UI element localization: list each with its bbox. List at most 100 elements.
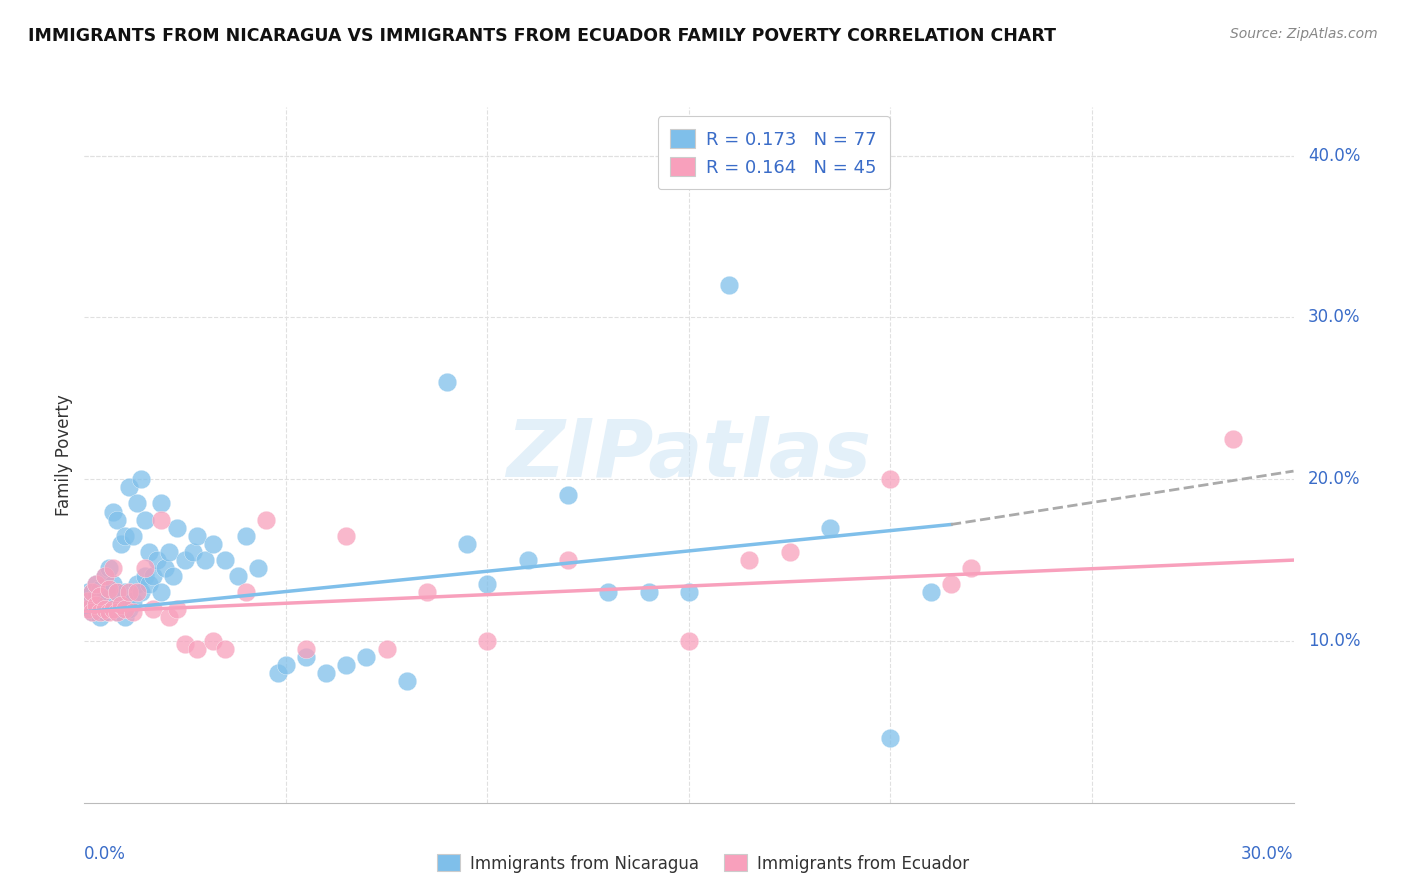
Point xyxy=(93,601,115,615)
Point xyxy=(678,634,700,648)
Point xyxy=(110,601,132,615)
Point xyxy=(77,593,100,607)
Point xyxy=(101,504,124,518)
Point xyxy=(138,545,160,559)
Point xyxy=(86,577,108,591)
Point xyxy=(121,593,143,607)
Point xyxy=(110,599,132,613)
Y-axis label: Family Poverty: Family Poverty xyxy=(55,394,73,516)
Point xyxy=(93,585,115,599)
Point xyxy=(101,577,124,591)
Point xyxy=(456,537,478,551)
Point xyxy=(637,585,659,599)
Legend: Immigrants from Nicaragua, Immigrants from Ecuador: Immigrants from Nicaragua, Immigrants fr… xyxy=(430,847,976,880)
Point xyxy=(738,553,761,567)
Point xyxy=(89,582,111,597)
Text: IMMIGRANTS FROM NICARAGUA VS IMMIGRANTS FROM ECUADOR FAMILY POVERTY CORRELATION : IMMIGRANTS FROM NICARAGUA VS IMMIGRANTS … xyxy=(28,27,1056,45)
Point xyxy=(186,642,208,657)
Point xyxy=(89,589,111,603)
Point xyxy=(105,513,128,527)
Point xyxy=(174,553,197,567)
Point xyxy=(77,593,100,607)
Point xyxy=(82,585,104,599)
Point xyxy=(134,569,156,583)
Point xyxy=(235,585,257,599)
Point xyxy=(1222,432,1244,446)
Point xyxy=(82,605,104,619)
Point xyxy=(77,601,100,615)
Point xyxy=(125,496,148,510)
Point xyxy=(516,553,538,567)
Point xyxy=(77,601,100,615)
Point xyxy=(114,609,136,624)
Point xyxy=(678,585,700,599)
Point xyxy=(86,599,108,613)
Point xyxy=(82,585,104,599)
Point xyxy=(335,529,357,543)
Point xyxy=(86,601,108,615)
Point xyxy=(186,529,208,543)
Point xyxy=(97,582,120,597)
Point xyxy=(118,480,141,494)
Point xyxy=(274,658,297,673)
Point xyxy=(226,569,249,583)
Point xyxy=(105,605,128,619)
Point xyxy=(375,642,398,657)
Point xyxy=(125,577,148,591)
Point xyxy=(86,589,108,603)
Point xyxy=(267,666,290,681)
Point xyxy=(125,585,148,599)
Point xyxy=(149,496,172,510)
Point xyxy=(121,605,143,619)
Point xyxy=(166,521,188,535)
Point xyxy=(295,650,318,665)
Point xyxy=(101,561,124,575)
Point xyxy=(436,375,458,389)
Point xyxy=(149,513,172,527)
Point xyxy=(202,537,225,551)
Point xyxy=(138,577,160,591)
Point xyxy=(142,601,165,615)
Point xyxy=(235,529,257,543)
Text: ZIPatlas: ZIPatlas xyxy=(506,416,872,494)
Point xyxy=(89,593,111,607)
Point xyxy=(89,609,111,624)
Point xyxy=(477,577,499,591)
Point xyxy=(202,634,225,648)
Point xyxy=(93,605,115,619)
Point xyxy=(101,599,124,613)
Point xyxy=(110,537,132,551)
Point xyxy=(86,577,108,591)
Point xyxy=(153,561,176,575)
Point xyxy=(879,731,901,745)
Point xyxy=(356,650,378,665)
Point xyxy=(395,674,418,689)
Text: 30.0%: 30.0% xyxy=(1241,845,1294,863)
Point xyxy=(114,601,136,615)
Point xyxy=(598,585,620,599)
Point xyxy=(97,561,120,575)
Point xyxy=(246,561,269,575)
Point xyxy=(214,642,236,657)
Point xyxy=(194,553,217,567)
Point xyxy=(93,569,115,583)
Point xyxy=(818,521,841,535)
Point xyxy=(129,472,152,486)
Point xyxy=(166,601,188,615)
Point xyxy=(134,561,156,575)
Point xyxy=(162,569,184,583)
Point xyxy=(960,561,983,575)
Text: 20.0%: 20.0% xyxy=(1308,470,1361,488)
Point xyxy=(97,601,120,615)
Text: 0.0%: 0.0% xyxy=(84,845,127,863)
Text: 10.0%: 10.0% xyxy=(1308,632,1361,650)
Text: 30.0%: 30.0% xyxy=(1308,309,1361,326)
Point xyxy=(97,582,120,597)
Text: Source: ZipAtlas.com: Source: ZipAtlas.com xyxy=(1230,27,1378,41)
Point xyxy=(146,553,169,567)
Point xyxy=(879,472,901,486)
Point xyxy=(157,545,180,559)
Point xyxy=(105,585,128,599)
Point xyxy=(97,605,120,619)
Point xyxy=(77,585,100,599)
